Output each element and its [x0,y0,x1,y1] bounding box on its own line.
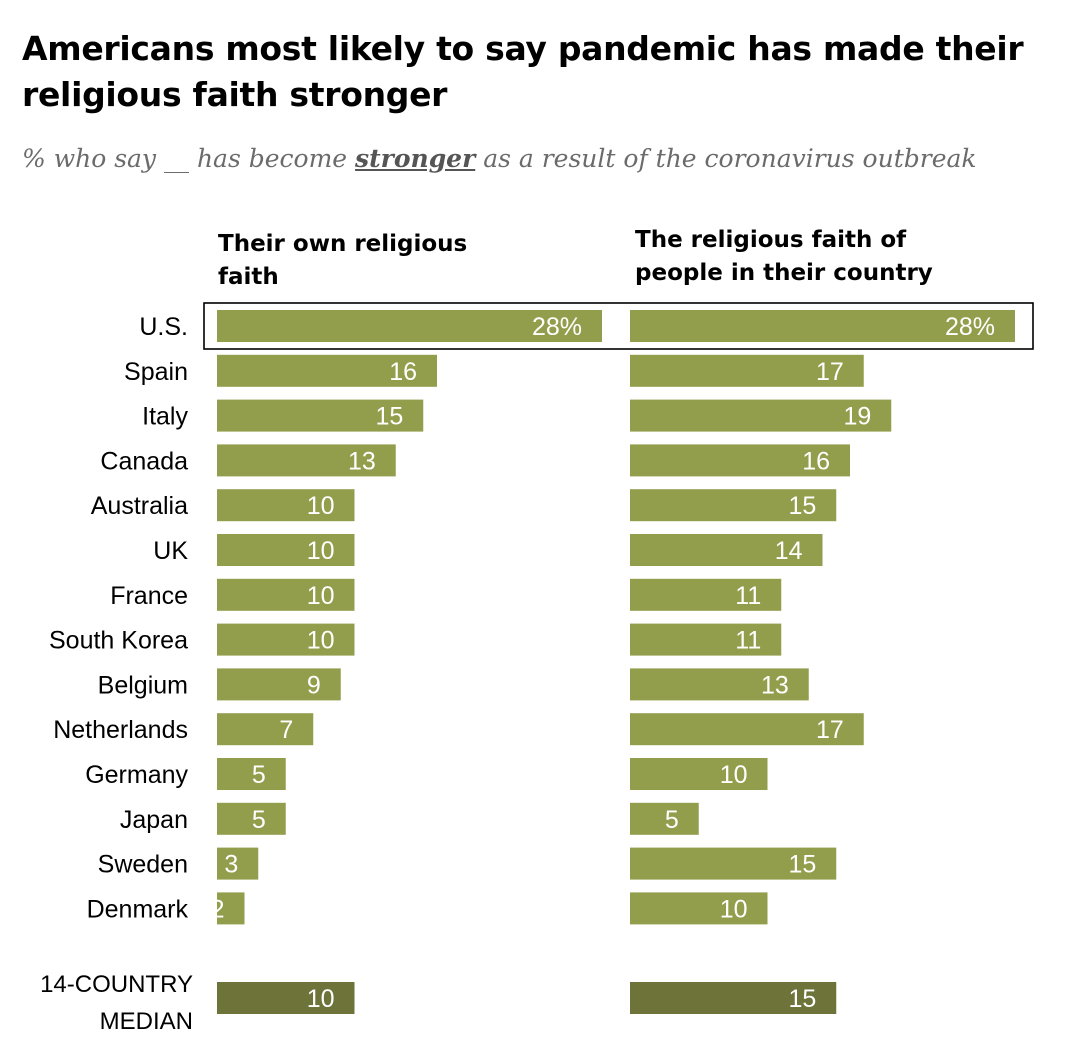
chart-subtitle: % who say __ has become stronger as a re… [22,140,1022,178]
bar [630,802,699,835]
median-value-label: 15 [788,985,816,1013]
bar-value-label: 10 [307,582,335,610]
bar-value-label: 13 [761,671,789,699]
category-label: UK [153,537,188,565]
bar-value-label: 5 [252,761,266,789]
subtitle-after: as a result of the coronavirus outbreak [475,144,977,173]
bar [630,713,864,746]
column-header-country-faith: The religious faith of people in their c… [635,227,933,286]
category-label: Germany [85,761,188,789]
category-label: Spain [124,358,188,386]
bar-value-label: 10 [720,895,748,923]
bar-value-label: 16 [802,447,830,475]
bar [217,668,341,701]
bar [630,354,864,387]
bar [217,802,286,835]
bar [217,534,355,566]
bar [630,489,837,522]
bar [217,713,314,746]
bar [217,847,259,880]
median-bar [630,982,837,1014]
category-label: Denmark [87,895,189,923]
category-label: Canada [100,447,188,475]
category-label: Netherlands [53,716,188,744]
category-label: France [110,582,188,610]
bar [630,578,782,611]
bar-value-label: 7 [279,716,293,744]
category-label: U.S. [139,313,188,341]
subtitle-highlight: stronger [355,144,476,173]
category-label: South Korea [49,627,188,655]
highlight-box-us [203,302,1034,350]
bar-value-label: 19 [843,403,871,431]
median-value-label: 10 [307,985,335,1013]
category-label: Japan [120,806,188,834]
bar-value-label: 10 [307,537,335,565]
category-label: Australia [91,492,188,520]
bar [630,534,823,566]
chart-title: Americans most likely to say pandemic ha… [22,29,1024,114]
bar [217,892,245,925]
bar [217,489,355,522]
bar-value-label: 9 [307,671,321,699]
subtitle-before: % who say __ has become [22,144,356,173]
bar [217,310,602,342]
category-label: Italy [142,403,188,431]
bar [217,758,286,790]
bar [217,399,424,432]
bar-value-label: 5 [665,806,679,834]
column-header-own-faith: Their own religious faith [218,231,468,290]
bar-value-label: 11 [735,627,761,655]
bar-value-label: 17 [816,716,844,744]
median-category-label: MEDIAN [100,1008,193,1035]
bar-value-label: 15 [788,851,816,879]
bar-value-label: 15 [788,492,816,520]
bar [630,847,837,880]
bar [630,758,768,790]
bar [630,668,809,701]
bar-value-label: 14 [775,537,803,565]
bar-value-label: 28% [532,313,582,341]
bar-value-label: 3 [224,851,238,879]
bar [217,623,355,656]
bar [630,310,1015,342]
bar [630,399,892,432]
bar-value-label: 10 [307,627,335,655]
bar [217,578,355,611]
category-label: Sweden [98,851,188,879]
bar [630,623,782,656]
bar [217,354,437,387]
bar-value-label: 15 [375,403,403,431]
bar-value-label: 28% [945,313,995,341]
bar [630,892,768,925]
bar [217,444,396,477]
bar [630,444,850,477]
bar-value-label: 11 [735,582,761,610]
bar-value-label: 2 [211,895,225,923]
bar-value-label: 10 [720,761,748,789]
median-bar [217,982,355,1014]
bar-value-label: 17 [816,358,844,386]
category-label: Belgium [98,671,188,699]
bar-value-label: 10 [307,492,335,520]
bar-value-label: 5 [252,806,266,834]
median-category-label: 14-COUNTRY [40,971,193,998]
bar-value-label: 13 [348,447,376,475]
bar-value-label: 16 [389,358,417,386]
